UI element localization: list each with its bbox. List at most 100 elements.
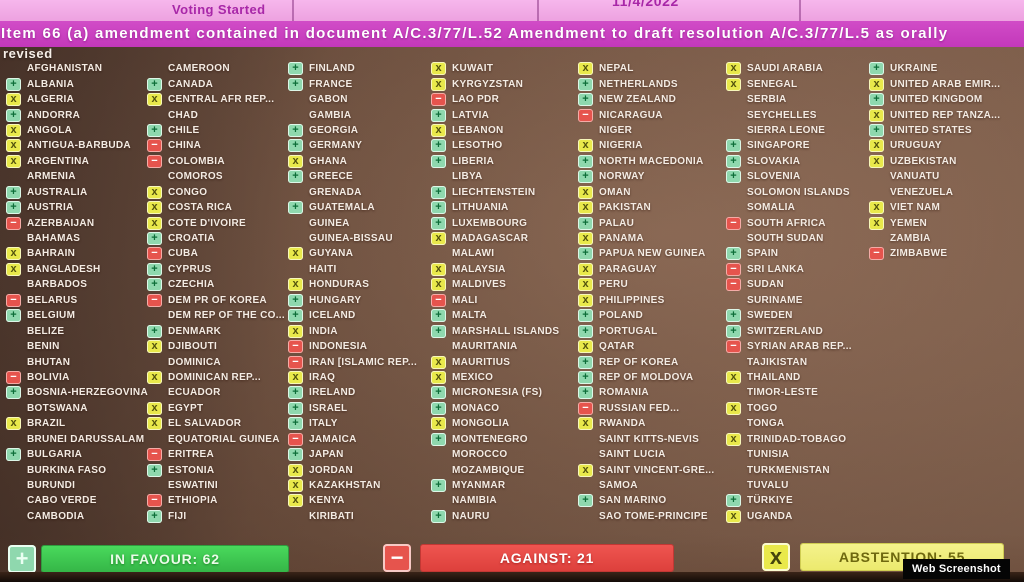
country-name: SRI LANKA — [747, 263, 805, 275]
country-row: + MONACO — [431, 401, 559, 416]
country-row: x CONGO — [147, 185, 285, 200]
country-name: CHAD — [168, 109, 199, 121]
abstention-icon: x — [578, 201, 593, 215]
country-row: + ICELAND — [288, 308, 417, 323]
in-favour-icon: + — [726, 154, 741, 168]
country-name: SLOVENIA — [747, 171, 801, 183]
country-row: x EGYPT — [147, 401, 285, 416]
empty-vote-slot — [578, 433, 593, 446]
country-name: RUSSIAN FED... — [599, 402, 680, 414]
country-name: NICARAGUA — [599, 109, 663, 121]
in-favour-icon: + — [431, 216, 446, 230]
country-row: x TRINIDAD-TOBAGO — [726, 432, 852, 447]
country-name: TUNISIA — [747, 449, 790, 461]
country-row: x BANGLADESH — [6, 262, 148, 277]
in-favour-icon: + — [6, 386, 21, 400]
country-row: − INDONESIA — [288, 339, 417, 354]
country-row: + POLAND — [578, 308, 714, 323]
country-name: GREECE — [309, 171, 354, 183]
country-name: VENEZUELA — [890, 186, 954, 198]
empty-vote-slot — [726, 386, 741, 399]
country-name: ANDORRA — [27, 109, 81, 121]
country-name: ARGENTINA — [27, 155, 90, 167]
country-name: SAINT KITTS-NEVIS — [599, 433, 700, 445]
country-column-3: + FINLAND + FRANCE GABON GAMBIA + GEORGIA + GERMA… — [288, 61, 417, 524]
empty-vote-slot — [6, 402, 21, 415]
abstention-icon: x — [6, 139, 21, 153]
in-favour-icon: + — [147, 262, 162, 276]
against-icon: − — [869, 247, 884, 261]
country-row: SAO TOME-PRINCIPE — [578, 509, 714, 524]
empty-vote-slot — [726, 464, 741, 477]
country-row: + LESOTHO — [431, 138, 559, 153]
country-row: − SOUTH AFRICA — [726, 215, 852, 230]
country-name: BAHAMAS — [27, 233, 81, 245]
country-row: ZAMBIA — [869, 231, 1000, 246]
country-row: NIGER — [578, 123, 714, 138]
country-name: ANTIGUA-BARBUDA — [27, 140, 131, 152]
country-name: FIJI — [168, 510, 187, 522]
country-name: CAMBODIA — [27, 510, 85, 522]
country-name: ECUADOR — [168, 387, 221, 399]
country-name: FRANCE — [309, 78, 353, 90]
in-favour-icon: + — [578, 494, 593, 508]
country-name: NEPAL — [599, 63, 634, 75]
country-name: BENIN — [27, 341, 60, 353]
in-favour-icon: + — [288, 139, 303, 153]
country-name: JAPAN — [309, 449, 344, 461]
empty-vote-slot — [147, 479, 162, 492]
country-row: + ISRAEL — [288, 401, 417, 416]
country-column-4: x KUWAIT x KYRGYZSTAN − LAO PDR + LATVIA x LEBANO… — [431, 61, 559, 524]
empty-vote-slot — [288, 232, 303, 245]
country-name: UNITED STATES — [890, 124, 972, 136]
country-row: − IRAN [ISLAMIC REP... — [288, 354, 417, 369]
country-column-1: AFGHANISTAN + ALBANIA x ALGERIA + ANDORRA x ANGO… — [6, 61, 148, 524]
abstention-icon: x — [578, 232, 593, 246]
country-name: SLOVAKIA — [747, 155, 801, 167]
abstention-icon: x — [288, 479, 303, 493]
country-name: CZECHIA — [168, 279, 215, 291]
country-name: IRELAND — [309, 387, 356, 399]
abstention-icon: x — [431, 262, 446, 276]
abstention-icon: x — [869, 108, 884, 122]
abstention-icon: x — [431, 123, 446, 137]
in-favour-icon: + — [578, 370, 593, 384]
abstention-icon: x — [726, 432, 741, 446]
empty-vote-slot — [6, 479, 21, 492]
country-row: + NAURU — [431, 509, 559, 524]
country-name: VANUATU — [890, 171, 940, 183]
country-name: ALGERIA — [27, 94, 75, 106]
country-row: ARMENIA — [6, 169, 148, 184]
country-name: PAPUA NEW GUINEA — [599, 248, 706, 260]
in-favour-icon: + — [6, 309, 21, 323]
country-row: x PERU — [578, 277, 714, 292]
vote-date-text: 11/4/2022 — [612, 0, 679, 9]
in-favour-icon: + — [6, 201, 21, 215]
country-row: + SWITZERLAND — [726, 323, 852, 338]
empty-vote-slot — [431, 464, 446, 477]
empty-vote-slot — [147, 170, 162, 183]
country-row: x TOGO — [726, 401, 852, 416]
country-name: MALTA — [452, 310, 488, 322]
empty-vote-slot — [6, 232, 21, 245]
abstention-icon: x — [431, 417, 446, 431]
in-favour-icon: + — [431, 401, 446, 415]
abstention-icon: x — [578, 340, 593, 354]
country-name: GUINEA-BISSAU — [309, 233, 393, 245]
country-row: x CENTRAL AFR REP... — [147, 92, 285, 107]
country-name: PORTUGAL — [599, 325, 658, 337]
in-favour-icon: + — [578, 355, 593, 369]
country-name: LIECHTENSTEIN — [452, 186, 536, 198]
abstention-icon: x — [6, 154, 21, 168]
empty-vote-slot — [147, 109, 162, 122]
country-name: COMOROS — [168, 171, 223, 183]
country-name: ISRAEL — [309, 402, 348, 414]
country-row: TUNISIA — [726, 447, 852, 462]
country-row: BENIN — [6, 339, 148, 354]
country-name: CHILE — [168, 124, 200, 136]
empty-vote-slot — [288, 93, 303, 106]
in-favour-icon: + — [431, 185, 446, 199]
country-name: ICELAND — [309, 310, 356, 322]
country-column-7: + UKRAINE x UNITED ARAB EMIR... + UNITED KING… — [869, 61, 1000, 262]
country-row: − BELARUS — [6, 293, 148, 308]
